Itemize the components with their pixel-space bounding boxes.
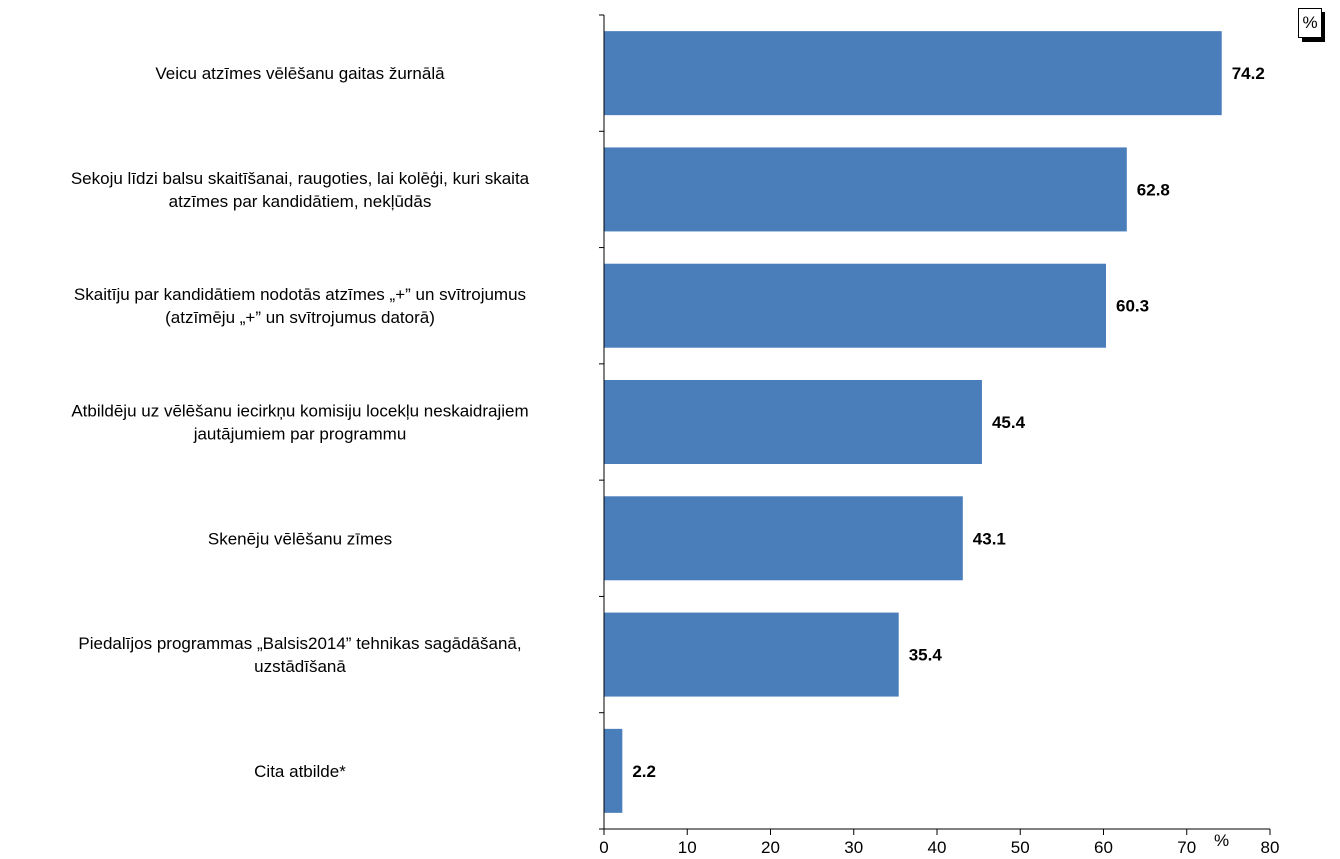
value-label: 62.8: [1137, 180, 1170, 199]
x-tick-label: 70: [1177, 838, 1196, 857]
x-tick-label: 20: [761, 838, 780, 857]
x-tick-label: 80: [1261, 838, 1280, 857]
category-label-line: atzīmes par kandidātiem, nekļūdās: [169, 192, 432, 211]
category-label: Cita atbilde*: [254, 762, 346, 781]
bar: [604, 263, 1106, 348]
category-label: Veicu atzīmes vēlēšanu gaitas žurnālā: [155, 64, 445, 83]
bar: [604, 380, 982, 464]
value-label: 74.2: [1232, 64, 1265, 83]
unit-badge-shadow-bottom: [1302, 37, 1325, 42]
x-tick-label: 60: [1094, 838, 1113, 857]
x-tick-label: 0: [599, 838, 608, 857]
category-labels: Veicu atzīmes vēlēšanu gaitas žurnālā Sek…: [71, 64, 530, 781]
x-axis-unit-label: %: [1214, 831, 1230, 850]
category-label-line: Skaitīju par kandidātiem nodotās atzīmes…: [74, 285, 526, 304]
value-label: 35.4: [909, 646, 943, 665]
value-label: 60.3: [1116, 297, 1149, 316]
value-label: 45.4: [992, 413, 1026, 432]
value-labels: 74.2 62.8 60.3 45.4 43.1 35.4 2.2: [632, 64, 1264, 781]
bar: [604, 147, 1127, 232]
category-label: Piedalījos programmas „Balsis2014” tehni…: [78, 634, 521, 676]
bar: [604, 496, 963, 581]
x-tick-label: 30: [844, 838, 863, 857]
x-tick-label: 10: [678, 838, 697, 857]
category-label-line: Sekoju līdzi balsu skaitīšanai, raugotie…: [71, 169, 530, 188]
bar: [604, 728, 623, 813]
bar: [604, 31, 1222, 116]
category-label: Atbildēju uz vēlēšanu iecirkņu komisiju …: [71, 402, 528, 444]
bars-group: [604, 31, 1222, 813]
category-label-line: jautājumiem par programmu: [193, 425, 407, 444]
category-label-line: Veicu atzīmes vēlēšanu gaitas žurnālā: [155, 64, 445, 83]
category-label: Sekoju līdzi balsu skaitīšanai, raugotie…: [71, 169, 530, 211]
category-label-line: uzstādīšanā: [254, 657, 346, 676]
category-label-line: Atbildēju uz vēlēšanu iecirkņu komisiju …: [71, 402, 528, 421]
category-label-line: Skenēju vēlēšanu zīmes: [208, 529, 392, 548]
category-label-line: (atzīmēju „+” un svītrojumus datorā): [165, 308, 435, 327]
category-label: Skenēju vēlēšanu zīmes: [208, 529, 392, 548]
axes-group: 0 10 20 30 40 50 60 70 80: [599, 14, 1280, 857]
x-tick-label: 40: [928, 838, 947, 857]
bar: [604, 612, 899, 697]
x-tick-label: 50: [1011, 838, 1030, 857]
unit-badge: %: [1298, 8, 1322, 38]
value-label: 2.2: [632, 762, 656, 781]
category-label: Skaitīju par kandidātiem nodotās atzīmes…: [74, 285, 526, 327]
unit-badge-shadow: [1321, 12, 1325, 42]
value-label: 43.1: [973, 529, 1006, 548]
category-label-line: Cita atbilde*: [254, 762, 346, 781]
category-label-line: Piedalījos programmas „Balsis2014” tehni…: [78, 634, 521, 653]
